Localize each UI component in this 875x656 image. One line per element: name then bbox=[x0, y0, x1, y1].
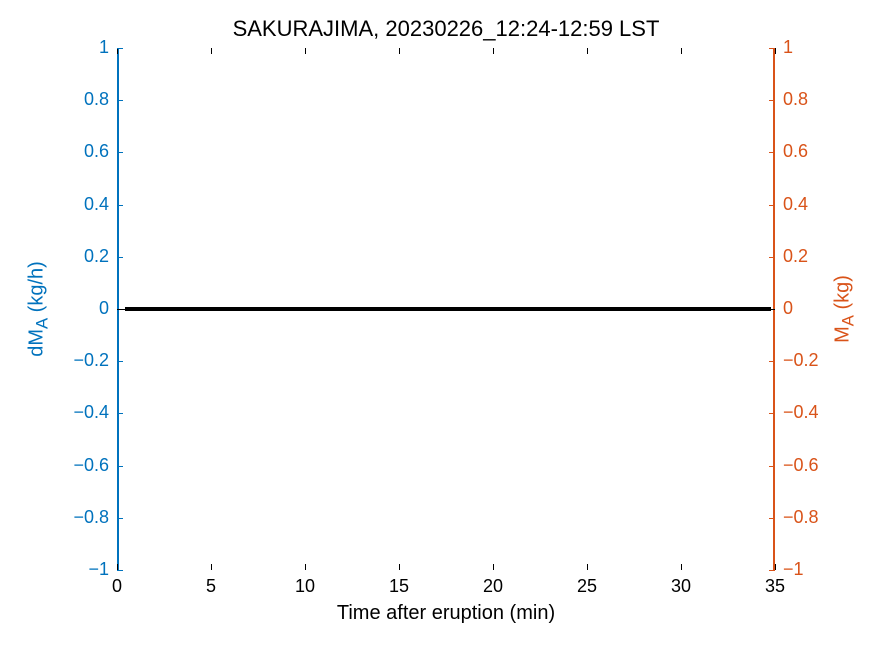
y-right-tick-label: −1 bbox=[783, 559, 804, 580]
y-right-tick-label: 0.4 bbox=[783, 194, 808, 215]
x-tick-mark-top bbox=[775, 48, 776, 54]
y-left-tick-label: 0.4 bbox=[84, 194, 109, 215]
y-right-tick-label: 0.6 bbox=[783, 141, 808, 162]
y-left-tick-label: 1 bbox=[99, 37, 109, 58]
x-tick-label: 10 bbox=[295, 576, 315, 597]
y-left-tick-mark bbox=[117, 570, 123, 571]
y-left-tick-mark bbox=[117, 466, 123, 467]
x-tick-mark-top bbox=[681, 48, 682, 54]
y-right-tick-label: 1 bbox=[783, 37, 793, 58]
y-right-tick-mark bbox=[769, 205, 775, 206]
x-tick-mark bbox=[211, 564, 212, 570]
x-tick-mark-top bbox=[587, 48, 588, 54]
y-left-tick-mark bbox=[117, 48, 123, 49]
x-tick-mark-top bbox=[399, 48, 400, 54]
x-tick-label: 0 bbox=[112, 576, 122, 597]
x-tick-mark-top bbox=[305, 48, 306, 54]
x-tick-label: 15 bbox=[389, 576, 409, 597]
x-tick-mark-top bbox=[211, 48, 212, 54]
x-tick-mark-top bbox=[493, 48, 494, 54]
baseline bbox=[117, 309, 775, 310]
y-right-tick-label: 0.2 bbox=[783, 246, 808, 267]
y-right-tick-mark bbox=[769, 466, 775, 467]
x-tick-mark bbox=[681, 564, 682, 570]
y-right-tick-mark bbox=[769, 570, 775, 571]
chart-container: SAKURAJIMA, 20230226_12:24-12:59 LST 0 5 1… bbox=[0, 0, 875, 656]
x-tick-mark bbox=[399, 564, 400, 570]
y-right-tick-mark bbox=[769, 100, 775, 101]
y-right-tick-mark bbox=[769, 361, 775, 362]
y-left-tick-label: 0.8 bbox=[84, 89, 109, 110]
y-left-axis-label: dMA (kg/h) bbox=[26, 261, 53, 357]
y-left-tick-label: 0.2 bbox=[84, 246, 109, 267]
y-left-tick-mark bbox=[117, 205, 123, 206]
y-left-tick-mark bbox=[117, 518, 123, 519]
y-left-tick-label: 0 bbox=[99, 298, 109, 319]
y-left-tick-label: −0.6 bbox=[73, 455, 109, 476]
y-right-tick-label: 0 bbox=[783, 298, 793, 319]
y-right-tick-label: −0.8 bbox=[783, 507, 819, 528]
y-right-tick-mark bbox=[769, 413, 775, 414]
x-tick-mark bbox=[493, 564, 494, 570]
y-right-tick-label: −0.6 bbox=[783, 455, 819, 476]
x-tick-label: 20 bbox=[483, 576, 503, 597]
x-tick-label: 30 bbox=[671, 576, 691, 597]
y-left-tick-mark bbox=[117, 100, 123, 101]
x-tick-mark bbox=[775, 564, 776, 570]
y-left-tick-mark bbox=[117, 413, 123, 414]
y-left-tick-mark bbox=[117, 361, 123, 362]
x-tick-label: 5 bbox=[206, 576, 216, 597]
y-left-tick-label: −1 bbox=[88, 559, 109, 580]
x-tick-label: 25 bbox=[577, 576, 597, 597]
x-tick-mark bbox=[587, 564, 588, 570]
y-right-axis-label: MA (kg) bbox=[832, 275, 859, 343]
y-left-tick-label: −0.4 bbox=[73, 402, 109, 423]
y-right-tick-mark bbox=[769, 152, 775, 153]
chart-title: SAKURAJIMA, 20230226_12:24-12:59 LST bbox=[233, 16, 660, 42]
y-right-tick-mark bbox=[769, 518, 775, 519]
y-left-tick-label: 0.6 bbox=[84, 141, 109, 162]
y-left-tick-mark bbox=[117, 152, 123, 153]
x-tick-label: 35 bbox=[765, 576, 785, 597]
y-left-tick-label: −0.2 bbox=[73, 350, 109, 371]
y-left-tick-mark bbox=[117, 257, 123, 258]
y-right-tick-label: −0.4 bbox=[783, 402, 819, 423]
y-right-tick-mark bbox=[769, 257, 775, 258]
y-left-tick-label: −0.8 bbox=[73, 507, 109, 528]
x-axis-label: Time after eruption (min) bbox=[337, 602, 555, 625]
y-right-tick-label: 0.8 bbox=[783, 89, 808, 110]
x-tick-mark bbox=[305, 564, 306, 570]
y-right-tick-mark bbox=[769, 48, 775, 49]
y-right-tick-label: −0.2 bbox=[783, 350, 819, 371]
